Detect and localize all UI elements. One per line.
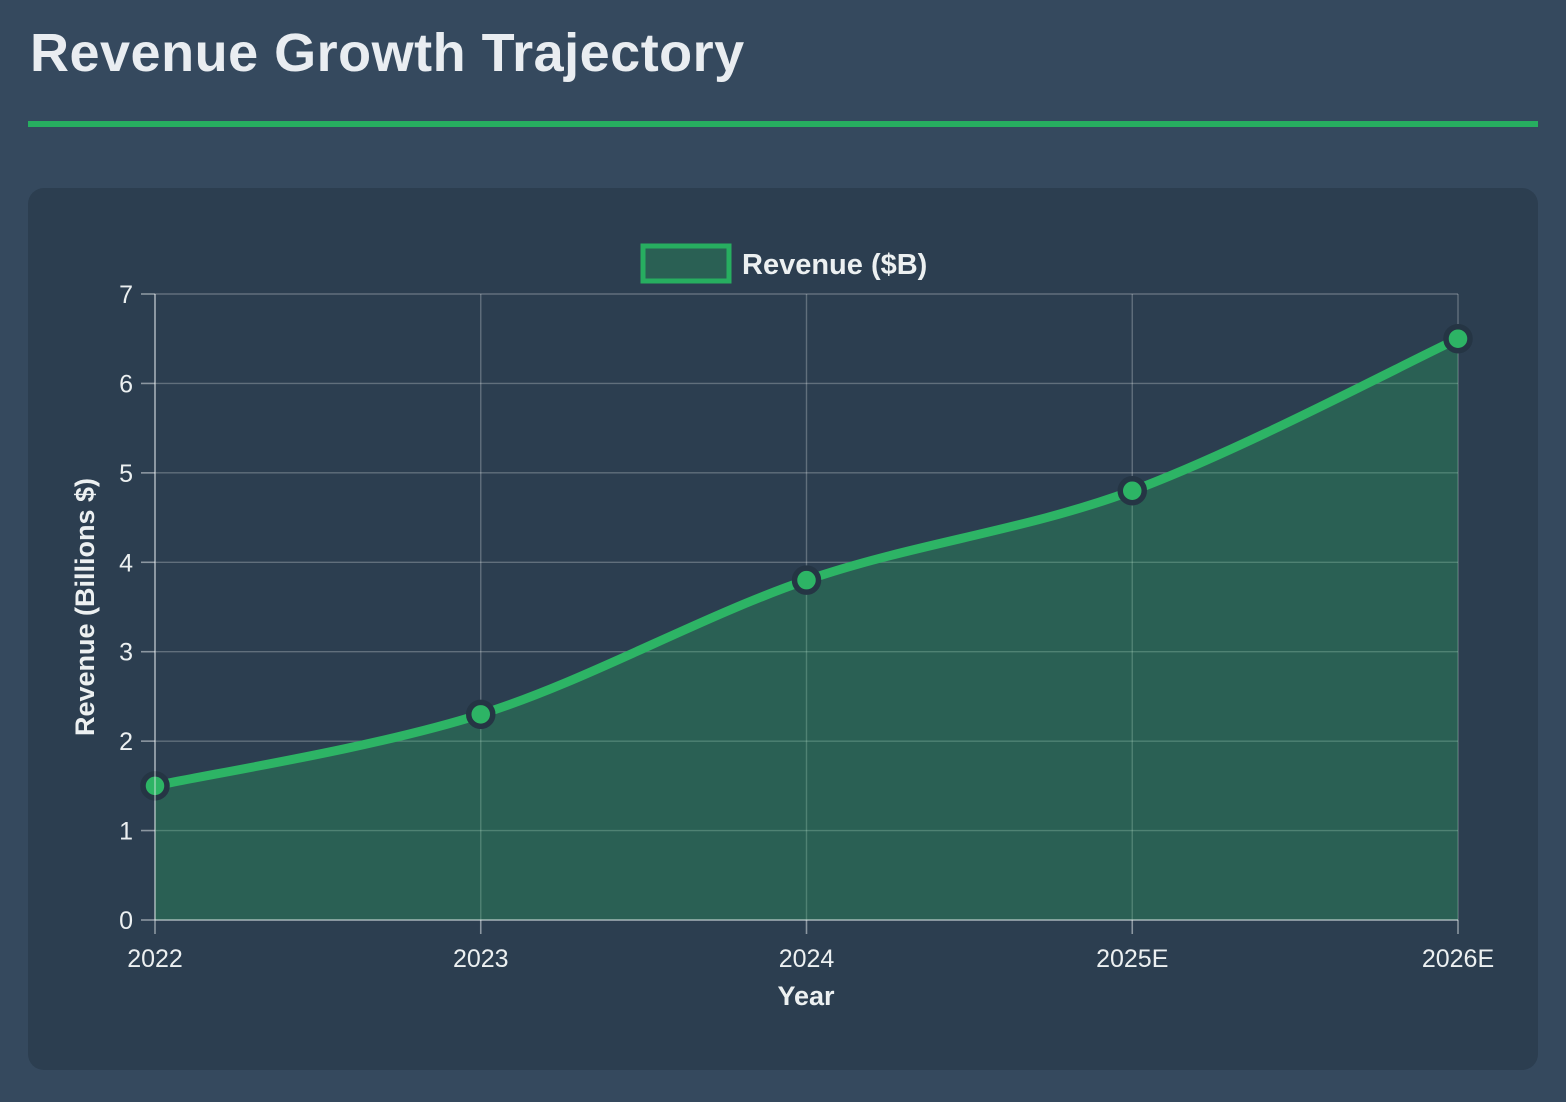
- y-tick-label: 0: [119, 907, 133, 935]
- revenue-area-chart: 0 1 2 3 4 5 6 7 2022 2023 2024 2025E 2026E Year Reve…: [70, 243, 1494, 1011]
- data-point-marker: [466, 699, 496, 730]
- y-tick-label: 1: [119, 818, 133, 846]
- title-underline-rule: [28, 121, 1538, 127]
- revenue-area-path: [155, 338, 1458, 920]
- page-title: Revenue Growth Trajectory: [30, 23, 745, 83]
- y-tick-label: 2: [119, 728, 133, 756]
- y-axis-title: Revenue (Billions $): [70, 478, 100, 736]
- x-tick-label: 2023: [453, 945, 509, 973]
- data-point-marker: [1443, 323, 1473, 354]
- legend: Revenue ($B): [640, 243, 927, 284]
- y-tick-label: 3: [119, 639, 133, 667]
- area-fill: [155, 338, 1458, 920]
- chart-panel: 0 1 2 3 4 5 6 7 2022 2023 2024 2025E 2026E Year Reve…: [28, 188, 1538, 1070]
- x-tick-label: 2026E: [1422, 945, 1494, 973]
- x-tick-label: 2025E: [1096, 945, 1168, 973]
- x-axis-title: Year: [777, 981, 835, 1011]
- y-tick-label: 5: [119, 460, 133, 488]
- y-tick-label: 6: [119, 370, 133, 398]
- legend-label: Revenue ($B): [742, 249, 927, 281]
- data-point-marker: [791, 565, 822, 595]
- x-tick-label: 2024: [779, 945, 835, 973]
- y-tick-label: 7: [119, 281, 133, 309]
- data-point-marker: [1117, 475, 1147, 506]
- legend-swatch: [640, 243, 732, 284]
- y-tick-label: 4: [119, 549, 133, 577]
- x-tick-label: 2022: [127, 945, 183, 973]
- axes-and-ticks: 0 1 2 3 4 5 6 7 2022 2023 2024 2025E 2026E: [119, 281, 1494, 973]
